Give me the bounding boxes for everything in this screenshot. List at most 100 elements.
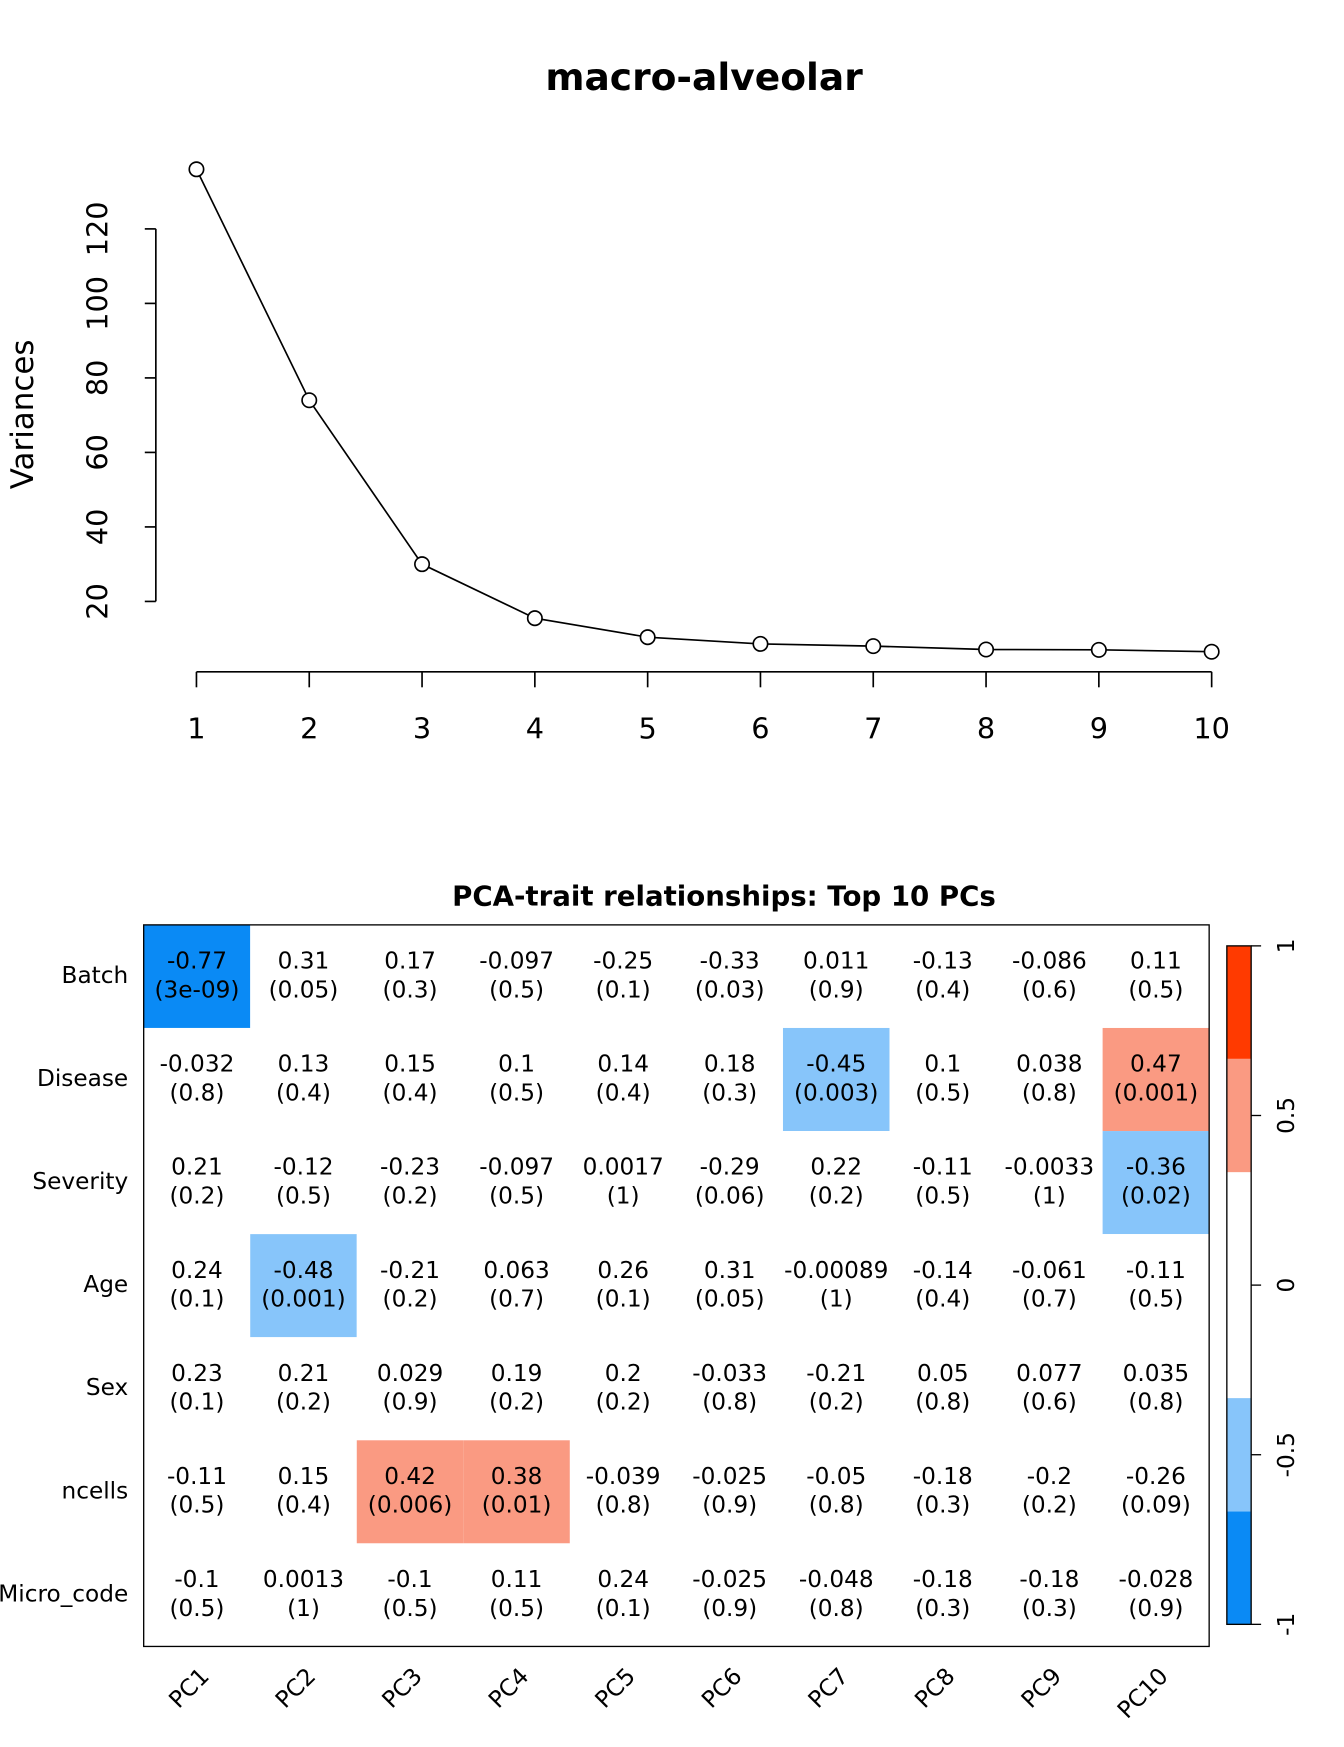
- heat-cell: [356, 1543, 464, 1647]
- y-tick-label: 80: [80, 360, 114, 397]
- heat-cell: [996, 1543, 1103, 1647]
- heat-cell: [676, 1543, 783, 1647]
- y-tick-label: 100: [80, 276, 114, 331]
- cell-value: -0.11: [913, 1154, 973, 1181]
- cell-pvalue: (0.001): [1114, 1079, 1198, 1106]
- cell-pvalue: (0.2): [276, 1389, 331, 1416]
- data-point: [414, 556, 431, 573]
- colorbar-band: [1226, 1172, 1252, 1399]
- heat-cell: [143, 1027, 251, 1132]
- heat-cell: [356, 1234, 464, 1338]
- cell-pvalue: (0.8): [1022, 1079, 1077, 1106]
- cell-value: -0.14: [913, 1257, 973, 1284]
- column-label: PC2: [270, 1663, 321, 1714]
- heat-cell: [782, 1337, 890, 1441]
- cell-pvalue: (0.05): [695, 1286, 765, 1313]
- cell-value: -0.18: [1019, 1566, 1079, 1593]
- heat-cell: [569, 1131, 677, 1235]
- heat-cell: [143, 924, 251, 1028]
- heat-cell: [996, 1440, 1103, 1544]
- cell-value: 0.0017: [583, 1154, 664, 1181]
- y-axis-label: Variances: [5, 340, 41, 490]
- heat-cell: [996, 1234, 1103, 1338]
- cell-pvalue: (0.5): [915, 1182, 970, 1209]
- cell-pvalue: (0.8): [596, 1492, 651, 1519]
- cell-pvalue: (0.09): [1121, 1492, 1191, 1519]
- heat-cell: [1102, 1440, 1210, 1544]
- y-tick-label: 40: [80, 509, 114, 546]
- heat-cell: [782, 1131, 890, 1235]
- cell-value: -0.05: [806, 1463, 866, 1490]
- cell-value: 0.063: [483, 1257, 549, 1284]
- cell-value: -0.18: [913, 1463, 973, 1490]
- cell-value: 0.077: [1016, 1360, 1082, 1387]
- heat-cell: [463, 924, 570, 1028]
- x-tick-label: 7: [864, 711, 882, 745]
- cell-value: -0.1: [174, 1566, 219, 1593]
- cell-value: -0.11: [167, 1463, 227, 1490]
- cell-value: 0.38: [491, 1463, 543, 1490]
- heat-cell: [1102, 1543, 1210, 1647]
- cell-pvalue: (0.5): [489, 1182, 544, 1209]
- cell-pvalue: (1): [287, 1595, 320, 1622]
- row-label: Age: [83, 1271, 128, 1298]
- cell-pvalue: (0.4): [383, 1079, 438, 1106]
- cell-value: -0.0033: [1005, 1154, 1095, 1181]
- heat-cell: [676, 1027, 783, 1132]
- heat-cell: [782, 924, 890, 1028]
- heat-cell: [1102, 1131, 1210, 1235]
- heatmap-frame: [143, 924, 1210, 1648]
- cell-pvalue: (0.7): [1022, 1286, 1077, 1313]
- heat-cell: [463, 1234, 570, 1338]
- cell-pvalue: (0.2): [383, 1182, 438, 1209]
- cell-pvalue: (1): [607, 1182, 640, 1209]
- cell-value: -0.26: [1126, 1463, 1186, 1490]
- heat-cell: [782, 1543, 890, 1647]
- heat-cell: [250, 1131, 357, 1235]
- cell-value: -0.45: [806, 1051, 866, 1078]
- cell-pvalue: (0.1): [596, 1595, 651, 1622]
- heat-cell: [889, 924, 997, 1028]
- series-line: [195, 168, 1212, 653]
- cell-pvalue: (0.3): [1022, 1595, 1077, 1622]
- heat-cell: [1102, 1234, 1210, 1338]
- cell-value: 0.11: [1130, 948, 1182, 975]
- heat-cell: [463, 1131, 570, 1235]
- cell-value: 0.21: [171, 1154, 223, 1181]
- heat-cell: [143, 1543, 251, 1647]
- cell-pvalue: (0.2): [489, 1389, 544, 1416]
- heat-cell: [569, 1440, 677, 1544]
- cell-value: 0.15: [278, 1463, 330, 1490]
- cell-pvalue: (0.6): [1022, 976, 1077, 1003]
- heat-cell: [569, 1543, 677, 1647]
- heat-cell: [569, 1234, 677, 1338]
- heat-cell: [463, 1543, 570, 1647]
- cell-pvalue: (0.5): [489, 1595, 544, 1622]
- cell-pvalue: (1): [820, 1286, 853, 1313]
- heat-cell: [569, 1337, 677, 1441]
- heat-cell: [996, 1337, 1103, 1441]
- heat-cell: [996, 1131, 1103, 1235]
- heat-cell: [250, 1440, 357, 1544]
- x-tick-label: 10: [1193, 711, 1230, 745]
- column-label: PC4: [483, 1663, 534, 1714]
- cell-pvalue: (0.5): [915, 1079, 970, 1106]
- cell-pvalue: (3e-09): [154, 976, 239, 1003]
- heat-cell: [676, 924, 783, 1028]
- cell-value: -0.028: [1119, 1566, 1194, 1593]
- data-point: [639, 629, 656, 646]
- cell-pvalue: (0.8): [809, 1492, 864, 1519]
- heat-cell: [143, 1131, 251, 1235]
- cell-value: -0.23: [380, 1154, 440, 1181]
- heat-cell: [889, 1440, 997, 1544]
- cell-value: 0.1: [498, 1051, 535, 1078]
- heat-cell: [463, 1337, 570, 1441]
- cell-value: -0.1: [387, 1566, 432, 1593]
- heat-cell: [996, 1027, 1103, 1132]
- cell-pvalue: (0.9): [383, 1389, 438, 1416]
- cell-pvalue: (0.5): [489, 1079, 544, 1106]
- column-label: PC9: [1016, 1663, 1067, 1714]
- cell-value: 0.47: [1130, 1051, 1182, 1078]
- cell-pvalue: (0.1): [596, 1286, 651, 1313]
- column-label: PC1: [164, 1663, 215, 1714]
